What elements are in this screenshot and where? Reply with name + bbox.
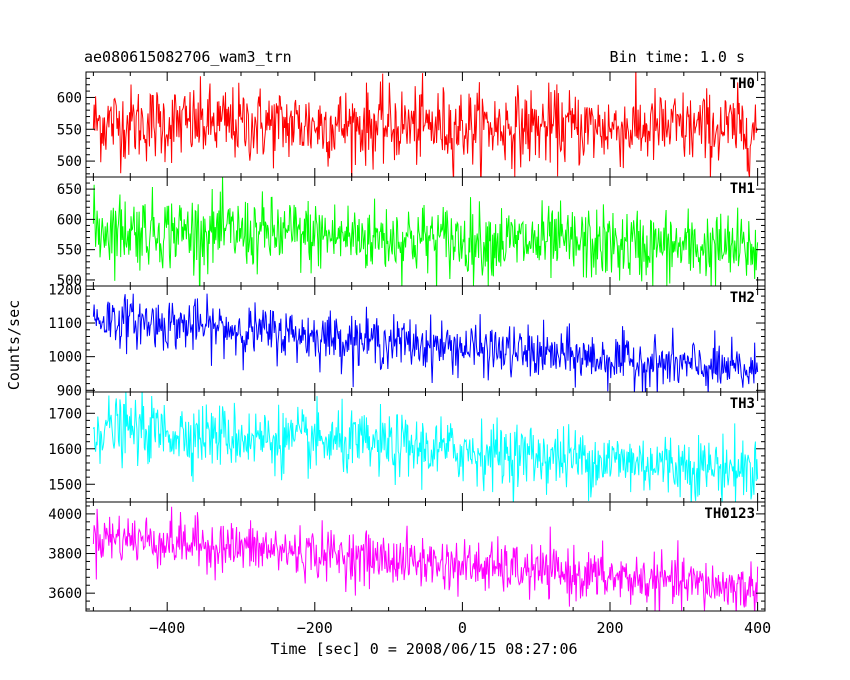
- bin-time-label: Bin time: 1.0 s: [610, 48, 745, 66]
- panel-th2: 900 1000 1100 1200 TH2: [48, 282, 766, 399]
- x-tick-label: 200: [596, 619, 623, 637]
- x-axis-label: Time [sec] 0 = 2008/06/15 08:27:06: [270, 640, 577, 658]
- x-tick-label: −200: [297, 619, 333, 637]
- y-tick-label: 550: [57, 243, 82, 259]
- panel-label: TH0: [730, 76, 755, 92]
- series-line-th1: [92, 177, 759, 286]
- panel-frame: [85, 176, 766, 287]
- y-tick-label: 3800: [48, 547, 82, 563]
- y-axis-label: Counts/sec: [5, 300, 23, 390]
- panel-th0123: 3600 3800 4000 TH0123: [48, 501, 766, 612]
- panel-th1: 500 550 600 650 TH1: [57, 176, 766, 289]
- x-tick-label: 0: [458, 619, 467, 637]
- panel-label: TH2: [730, 290, 755, 306]
- y-tick-label: 550: [57, 122, 82, 138]
- panel-label: TH0123: [704, 506, 755, 522]
- panel-th0: 500 550 600 TH0: [57, 71, 766, 178]
- panel-frame: [85, 501, 766, 612]
- y-tick-label: 4000: [48, 507, 82, 523]
- y-tick-label: 1700: [48, 406, 82, 422]
- panels-group: 500 550 600 TH0 500 550 600 650 TH1 900 1000 1100 12…: [48, 71, 766, 612]
- series-line-th0123: [92, 506, 759, 611]
- x-axis: −400 −200 0 200 400: [149, 619, 771, 637]
- series-line-th2: [92, 293, 759, 392]
- y-tick-label: 500: [57, 273, 82, 289]
- y-tick-label: 600: [57, 90, 82, 106]
- panel-label: TH1: [730, 181, 755, 197]
- y-tick-label: 1200: [48, 282, 82, 298]
- series-line-th3: [92, 392, 759, 502]
- panel-label: TH3: [730, 396, 755, 412]
- y-tick-label: 1500: [48, 477, 82, 493]
- chart-title: ae080615082706_wam3_trn: [84, 48, 292, 66]
- y-tick-label: 900: [57, 383, 82, 399]
- x-tick-label: −400: [149, 619, 185, 637]
- y-tick-label: 500: [57, 154, 82, 170]
- y-tick-label: 3600: [48, 586, 82, 602]
- y-tick-label: 1100: [48, 316, 82, 332]
- x-tick-label: 400: [744, 619, 771, 637]
- panel-th3: 1500 1600 1700 TH3: [48, 391, 766, 503]
- y-tick-label: 1000: [48, 350, 82, 366]
- y-tick-label: 1600: [48, 442, 82, 458]
- y-tick-label: 650: [57, 182, 82, 198]
- y-tick-label: 600: [57, 212, 82, 228]
- series-line-th0: [92, 72, 759, 177]
